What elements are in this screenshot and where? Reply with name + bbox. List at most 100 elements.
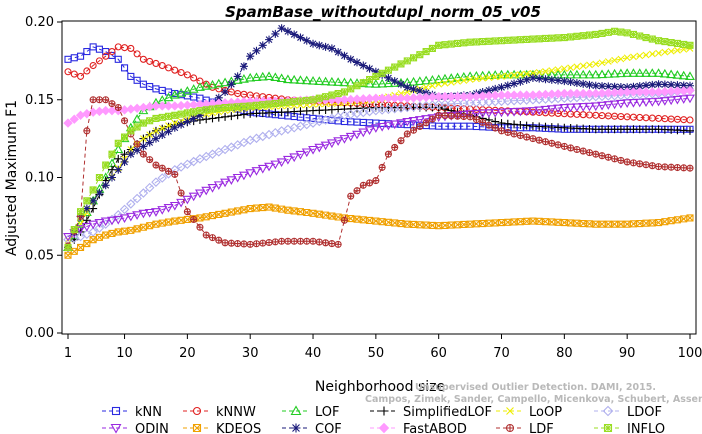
data-point-cof (591, 81, 600, 90)
data-point-loop (661, 48, 669, 56)
data-point-fastabod (333, 95, 343, 105)
data-point-cof (309, 39, 318, 48)
data-point-cof (170, 123, 179, 132)
data-point-inflo (573, 32, 581, 40)
data-point-lof (672, 70, 683, 79)
data-point-fastabod (521, 90, 532, 100)
data-point-ldf (265, 239, 273, 246)
data-point-knnw (139, 55, 147, 63)
data-point-inflo (642, 34, 650, 42)
data-point-inflo (523, 35, 531, 43)
x-tick-label: 50 (368, 346, 385, 361)
data-point-inflo (177, 110, 185, 118)
data-point-lof (440, 73, 450, 83)
data-point-ldf (579, 147, 587, 155)
data-point-loop (460, 77, 468, 84)
x-tick-label: 80 (556, 346, 573, 361)
y-axis-title: Adjusted Maximum F1 (4, 100, 20, 256)
data-point-cof (334, 48, 343, 57)
data-point-inflo (554, 34, 562, 42)
data-point-lof (339, 77, 350, 87)
data-point-odin (326, 139, 337, 149)
data-point-inflo (171, 111, 179, 119)
data-point-lof (220, 77, 231, 87)
data-point-odin (125, 212, 136, 222)
data-point-lof (421, 75, 432, 85)
data-point-cof (642, 81, 651, 90)
data-point-ldf (447, 112, 455, 120)
data-point-simplifiedlof (516, 120, 525, 129)
data-point-odin (653, 97, 664, 107)
legend-item-loop: LoOP (496, 405, 562, 420)
data-point-ldf (208, 234, 217, 242)
data-point-odin (496, 108, 507, 118)
data-point-lof (603, 69, 614, 78)
data-point-kdeos (83, 240, 91, 248)
y-tick-label: 0.00 (25, 326, 54, 341)
data-point-ldf (642, 161, 650, 169)
data-point-loop (441, 79, 449, 87)
data-point-lof (446, 73, 457, 82)
data-point-ldof (188, 156, 199, 167)
data-point-ldof (94, 223, 105, 233)
data-point-ldf (139, 150, 147, 158)
data-point-cof (126, 150, 135, 159)
data-point-lof (308, 75, 318, 85)
data-point-lof (194, 82, 205, 91)
legend-item-ldof: LDOF (594, 405, 662, 420)
data-point-ldf (510, 130, 518, 138)
data-point-inflo (190, 108, 198, 116)
data-point-fastabod (377, 93, 387, 103)
data-point-odin (220, 178, 231, 188)
data-point-inflo (234, 103, 242, 111)
data-point-simplifiedlof (208, 114, 217, 123)
data-point-inflo (259, 101, 267, 109)
data-point-lof (182, 86, 193, 95)
data-point-lof (213, 78, 224, 88)
data-point-ldf (410, 126, 418, 134)
legend-label: LDF (529, 422, 554, 434)
data-point-odin (176, 198, 187, 208)
data-point-ldf (422, 119, 430, 127)
data-point-odin (571, 103, 582, 113)
data-point-odin (289, 153, 300, 163)
data-point-ldf (523, 133, 531, 141)
data-point-kdeos (661, 218, 669, 226)
data-point-ldof (132, 193, 142, 204)
data-point-ldf (673, 164, 681, 172)
data-point-cof (371, 67, 380, 76)
x-tick-label: 90 (619, 346, 636, 361)
data-point-odin (615, 99, 626, 109)
data-point-ldf (353, 187, 361, 195)
data-point-odin (163, 204, 174, 213)
data-point-ldf (259, 239, 267, 247)
data-point-cof (497, 83, 506, 92)
data-point-ldf (89, 96, 97, 104)
data-point-lof (326, 76, 337, 86)
data-point-loop (642, 51, 650, 59)
data-point-inflo (629, 30, 638, 38)
data-point-odin (377, 122, 388, 132)
data-point-inflo (510, 36, 518, 44)
data-point-ldf (372, 177, 380, 185)
data-point-odin (647, 98, 658, 107)
data-point-lof (270, 72, 281, 82)
data-point-inflo (158, 113, 166, 121)
data-point-inflo (208, 105, 217, 113)
data-point-ldf (322, 239, 330, 247)
data-point-lof (597, 69, 607, 79)
data-point-knnw (171, 66, 179, 74)
data-point-ldf (611, 155, 619, 163)
data-point-ldf (435, 111, 443, 119)
data-point-loop (573, 63, 581, 71)
data-point-loop (648, 50, 656, 58)
data-point-loop (542, 68, 549, 75)
x-axis: 1 10 20 30 40 50 60 70 80 90 100 (64, 334, 702, 361)
data-point-inflo (410, 54, 418, 62)
data-point-cof (82, 204, 91, 213)
data-point-inflo (560, 34, 568, 42)
data-point-ldf (598, 152, 606, 160)
data-point-lof (647, 68, 658, 77)
data-point-lof (571, 69, 582, 79)
data-point-ldf (391, 143, 399, 151)
